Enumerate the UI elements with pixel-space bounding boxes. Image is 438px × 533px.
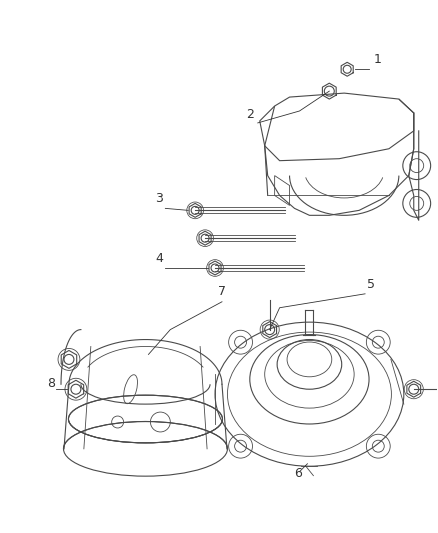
Text: 1: 1 [374,53,382,66]
Text: 2: 2 [246,108,254,121]
Text: 4: 4 [155,252,163,265]
Text: 8: 8 [47,377,55,390]
Text: 7: 7 [218,285,226,298]
Text: 3: 3 [155,192,163,205]
Text: 6: 6 [294,467,302,480]
Text: 5: 5 [367,278,375,291]
